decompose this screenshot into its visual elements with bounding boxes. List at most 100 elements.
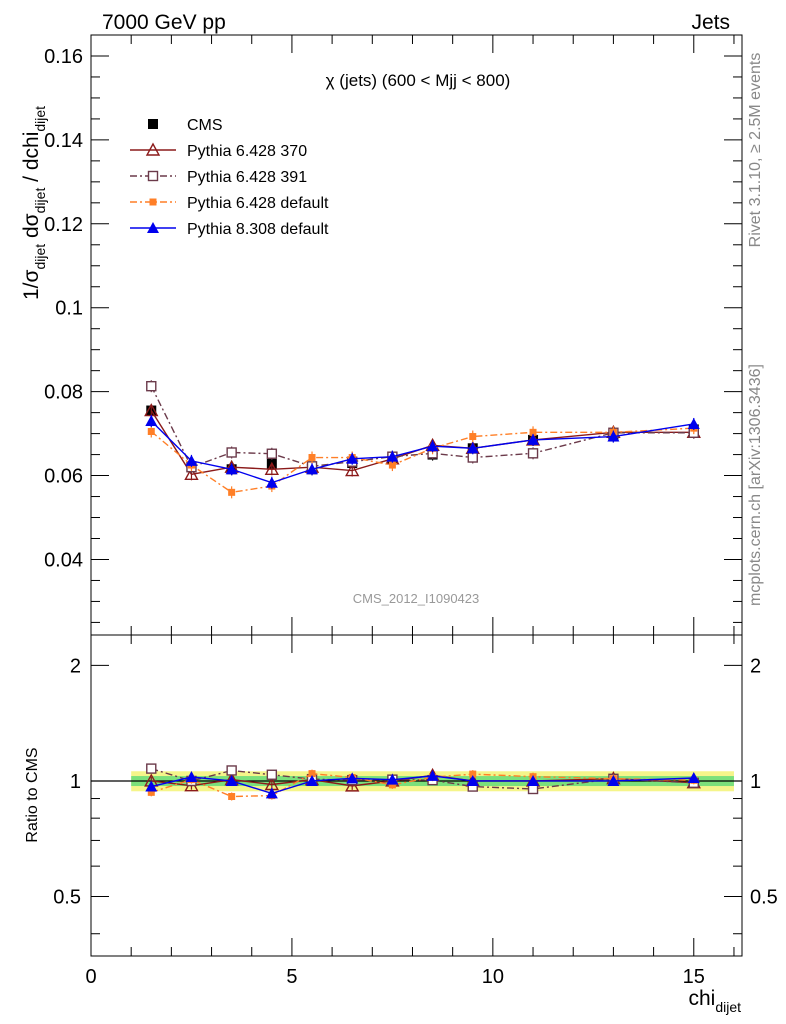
x-axis-label: chidijet — [688, 987, 741, 1015]
point-p8def — [346, 452, 359, 464]
point-p391 — [266, 769, 278, 780]
main-y-axis-label: 1/σdijet dσdijet / dchidijet — [20, 106, 48, 300]
y-tick-label: 0.04 — [44, 549, 83, 571]
header-left: 7000 GeV pp — [102, 11, 226, 34]
point-p6def — [308, 770, 316, 778]
point-p6def — [228, 793, 236, 801]
y-tick-label: 0.08 — [44, 382, 83, 404]
xlabel-part-a: chi — [688, 987, 715, 1010]
legend-marker-p8def — [147, 222, 159, 233]
point-p8def — [426, 440, 439, 452]
ratio-y-tick-label-right: 2 — [750, 655, 761, 677]
x-tick-label: 15 — [683, 966, 705, 988]
legend-label-p6def: Pythia 6.428 default — [187, 195, 329, 212]
point-p8def — [145, 415, 158, 427]
ratio-axes: 0 5 10 15 0.5 0.5 1 1 2 2 — [53, 635, 778, 988]
x-tick-label: 0 — [85, 966, 96, 988]
point-p6def — [228, 488, 236, 496]
ylabel-sub-c: dijet — [32, 106, 48, 132]
ratio-y-axis-label: Ratio to CMS — [24, 747, 41, 842]
legend: CMS Pythia 6.428 370 Pythia 6.428 391 Pythi… — [130, 117, 329, 238]
main-axes: 0.04 0.06 0.08 0.1 0.12 0.14 0.16 — [44, 34, 742, 635]
xlabel-sub-a: dijet — [715, 999, 741, 1015]
point-p391 — [146, 380, 157, 392]
point-p8def — [145, 780, 158, 792]
point-p8def — [687, 417, 700, 429]
point-p8def — [225, 774, 238, 786]
ratio-y-tick-label-left: 1 — [70, 771, 81, 793]
point-p391 — [467, 452, 478, 463]
point-p8def — [265, 787, 278, 799]
ylabel-part-a: 1/σ — [20, 269, 43, 300]
point-p8def — [607, 774, 620, 786]
point-p8def — [225, 463, 238, 475]
point-p6def — [147, 788, 155, 796]
series-line-p6def — [151, 772, 694, 798]
legend-label-p391: Pythia 6.428 391 — [187, 169, 307, 186]
ratio-y-tick-label-right: 0.5 — [750, 887, 778, 909]
point-p8def — [265, 476, 278, 488]
legend-marker-p370 — [145, 142, 161, 156]
ratio-y-tick-label-left: 0.5 — [53, 887, 81, 909]
point-p391 — [266, 448, 278, 459]
main-series — [144, 380, 701, 499]
point-p8def — [466, 442, 479, 454]
ylabel-part-b: dσ — [20, 213, 43, 244]
point-p370 — [345, 778, 360, 792]
series-line-p391 — [151, 767, 694, 790]
series-line-p391 — [150, 385, 694, 469]
point-p8def — [386, 450, 399, 462]
point-p6def — [388, 461, 396, 469]
legend-label-p8def: Pythia 8.308 default — [187, 221, 329, 238]
point-p8def — [607, 430, 620, 442]
x-tick-label: 10 — [482, 966, 504, 988]
ratio-y-tick-label-right: 1 — [750, 771, 761, 793]
series-line-p6def — [150, 427, 694, 494]
legend-label-p370: Pythia 6.428 370 — [187, 143, 307, 160]
point-p391 — [226, 765, 237, 776]
watermark: CMS_2012_I1090423 — [353, 591, 480, 606]
series-line-p8def — [150, 420, 694, 484]
legend-marker-p6def — [149, 198, 157, 206]
point-p8def — [687, 771, 700, 783]
ylabel-sub-a: dijet — [32, 244, 48, 270]
point-p391 — [527, 448, 539, 459]
point-p6def — [388, 781, 396, 789]
ratio-frame — [90, 634, 743, 957]
point-p8def — [306, 463, 319, 475]
y-tick-label: 0.16 — [44, 46, 83, 68]
y-tick-label: 0.14 — [44, 130, 83, 152]
point-p8def — [466, 774, 479, 786]
header-right: Jets — [691, 11, 730, 34]
point-p8def — [527, 774, 540, 786]
point-p370 — [345, 463, 360, 477]
y-tick-label: 0.06 — [44, 466, 83, 488]
point-p370 — [264, 461, 280, 475]
point-p6def — [529, 428, 537, 436]
main-panel: 0.04 0.06 0.08 0.1 0.12 0.14 0.16 χ (jets) (60… — [20, 34, 743, 636]
point-p6def — [147, 428, 155, 436]
ratio-panel: 0 5 10 15 0.5 0.5 1 1 2 2 Ratio to CMS chidijet — [24, 634, 778, 1015]
y-tick-label: 0.12 — [44, 214, 83, 236]
point-p6def — [308, 454, 316, 462]
point-p8def — [185, 454, 198, 466]
point-p8def — [185, 771, 198, 783]
x-tick-label: 5 — [286, 966, 297, 988]
point-p8def — [527, 433, 540, 445]
y-tick-label: 0.1 — [55, 298, 83, 320]
point-p8def — [426, 769, 439, 781]
legend-marker-p391 — [147, 170, 159, 182]
ratio-y-tick-label-left: 2 — [70, 655, 81, 677]
main-title: χ (jets) (600 < Mjj < 800) — [326, 71, 511, 90]
point-p391 — [146, 763, 157, 774]
point-p8def — [346, 772, 359, 784]
series-line-p8def — [151, 775, 694, 795]
legend-marker-cms — [148, 119, 158, 129]
legend-label-cms: CMS — [187, 117, 223, 134]
ratio-series — [144, 763, 701, 801]
rivet-label: Rivet 3.1.10, ≥ 2.5M events — [747, 53, 764, 248]
ylabel-part-c: / dchi — [20, 132, 43, 188]
point-p6def — [469, 770, 477, 778]
point-p6def — [469, 433, 477, 441]
